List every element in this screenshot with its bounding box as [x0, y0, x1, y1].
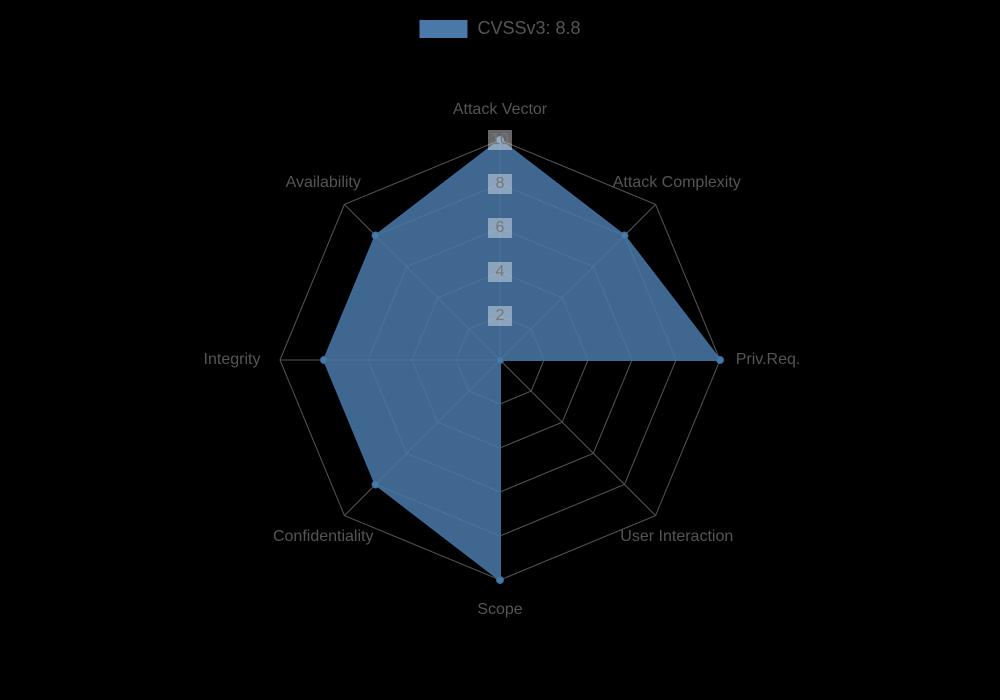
axis-label: Priv.Req. [736, 351, 801, 369]
tick-label: 10 [491, 131, 509, 149]
axis-label: Attack Complexity [613, 174, 741, 192]
axis-label: Attack Vector [453, 101, 547, 119]
tick-label: 4 [496, 263, 505, 281]
tick-label: 8 [496, 175, 505, 193]
tick-label: 2 [496, 307, 505, 325]
cvss-radar-chart: { "chart": { "type": "radar", "width": 1… [0, 0, 1000, 700]
tick-label: 6 [496, 219, 505, 237]
axis-label: Availability [286, 174, 361, 192]
axis-label: Confidentiality [273, 528, 374, 546]
axis-label: User Interaction [620, 528, 733, 546]
axis-label: Integrity [204, 351, 261, 369]
axis-label: Scope [477, 601, 522, 619]
